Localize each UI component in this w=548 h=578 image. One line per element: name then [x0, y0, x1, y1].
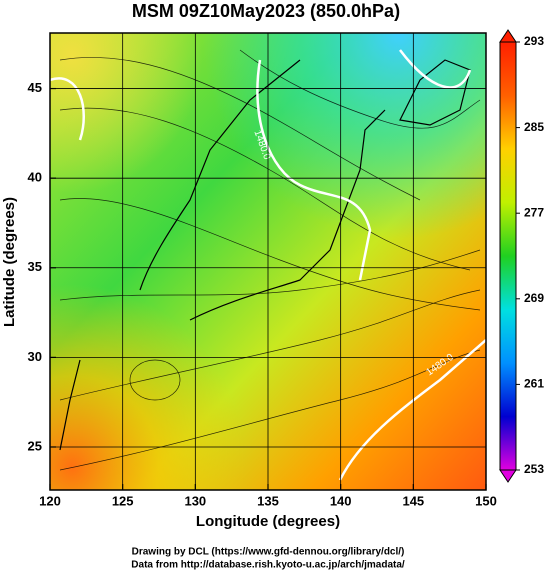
colorbar-tick-label: 269: [524, 291, 544, 305]
x-tick-label: 125: [112, 493, 134, 508]
streamlines: [59, 49, 481, 471]
x-tick-label: 145: [402, 493, 424, 508]
x-tick-label: 120: [39, 493, 61, 508]
y-tick-label: 25: [28, 438, 42, 453]
coastline: [59, 59, 471, 451]
colorbar-tick-label: 285: [524, 120, 544, 134]
x-tick-label: 140: [330, 493, 352, 508]
colorbar-tick-label: 253: [524, 462, 544, 476]
colorbar: [499, 41, 517, 471]
colorbar-tick-label: 293: [524, 34, 544, 48]
x-tick-label: 150: [475, 493, 497, 508]
colorbar-extend: [499, 469, 517, 483]
colorbar-tick-label: 261: [524, 377, 544, 391]
footer: Drawing by DCL (https://www.gfd-dennou.o…: [132, 547, 405, 558]
y-tick-label: 30: [28, 349, 42, 364]
contour: [50, 49, 486, 481]
x-tick-label: 130: [184, 493, 206, 508]
colorbar-extend: [499, 29, 517, 43]
y-tick-label: 40: [28, 170, 42, 185]
x-tick-label: 135: [257, 493, 279, 508]
colorbar-tick-label: 277: [524, 205, 544, 219]
y-tick-label: 45: [28, 80, 42, 95]
chart-title: MSM 09Z10May2023 (850.0hPa): [132, 1, 400, 21]
y-tick-label: 35: [28, 259, 42, 274]
x-axis-label: Longitude (degrees): [196, 513, 340, 530]
footer: Data from http://database.rish.kyoto-u.a…: [131, 560, 405, 571]
y-axis-label: Latitude (degrees): [1, 197, 18, 327]
